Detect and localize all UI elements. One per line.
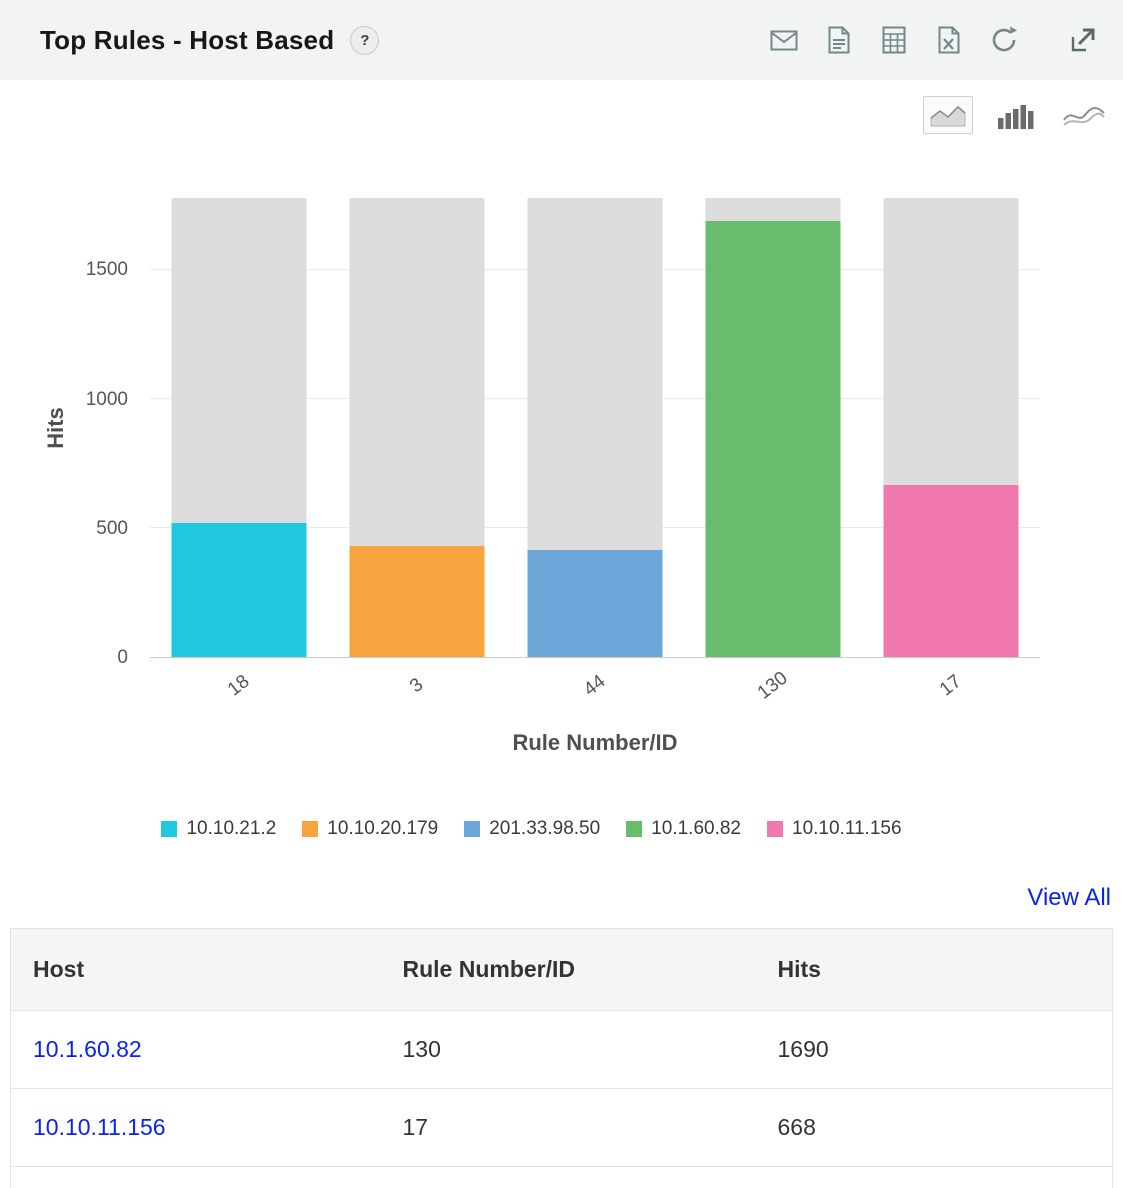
- cell-empty: [756, 1167, 1113, 1188]
- x-axis-title: Rule Number/ID: [512, 730, 678, 755]
- legend-swatch: [626, 821, 643, 837]
- x-tick-label: 3: [406, 674, 428, 698]
- bar-segment[interactable]: [527, 550, 663, 657]
- y-tick-label: 1500: [85, 259, 128, 281]
- view-all-link[interactable]: View All: [1027, 884, 1111, 911]
- bars: 18 3 44 130 17: [150, 198, 1040, 704]
- table-row: 10.1.60.82 130 1690: [10, 1010, 1113, 1089]
- hosts-table: Host Rule Number/ID Hits 10.1.60.82 130 16…: [10, 928, 1113, 1188]
- cell-empty: [381, 1167, 756, 1188]
- view-all-row: View All: [0, 864, 1123, 928]
- legend-item[interactable]: 10.10.11.156: [767, 818, 902, 840]
- help-button[interactable]: ?: [350, 25, 380, 55]
- y-axis: 0 500 1000 1500: [0, 198, 140, 668]
- area-chart-icon[interactable]: [923, 96, 973, 134]
- bar-slot: 44: [506, 198, 684, 700]
- cell-host: 10.10.11.156: [10, 1088, 381, 1167]
- plot-area: 18 3 44 130 17: [150, 198, 1040, 704]
- chart-section: Hits 0 500 1000 1500 18 3 44 130 17 Rule Number…: [0, 80, 1123, 864]
- cell-hits: 1690: [755, 1010, 1113, 1089]
- x-tick-label: 18: [223, 670, 254, 701]
- bar-slot: 18: [150, 198, 328, 700]
- col-header-hits: Hits: [755, 928, 1113, 1011]
- host-link[interactable]: 10.1.60.82: [33, 1036, 142, 1062]
- bar-chart-icon[interactable]: [993, 97, 1039, 133]
- bar-slot: 3: [328, 198, 506, 697]
- table-row: 10.10.11.156 17 668: [10, 1088, 1113, 1167]
- y-tick-label: 0: [117, 647, 128, 668]
- legend-item[interactable]: 10.10.21.2: [161, 818, 276, 840]
- cell-hits: 668: [755, 1088, 1113, 1167]
- bar-segment[interactable]: [171, 522, 307, 657]
- x-tick-label: 44: [579, 670, 610, 701]
- refresh-icon[interactable]: [988, 24, 1020, 56]
- legend-swatch: [161, 821, 178, 837]
- legend: 10.10.21.2 10.10.20.179 201.33.98.50 10.1.6…: [0, 818, 1063, 840]
- col-header-rule: Rule Number/ID: [380, 928, 756, 1011]
- chart-type-toggles: [923, 96, 1109, 134]
- legend-item[interactable]: 10.1.60.82: [626, 818, 741, 840]
- excel-icon[interactable]: [933, 24, 965, 56]
- legend-label: 10.1.60.82: [651, 818, 741, 839]
- table-header-row: Host Rule Number/ID Hits: [10, 928, 1113, 1011]
- cell-rule: 130: [380, 1010, 756, 1089]
- x-tick-label: 130: [753, 667, 792, 704]
- expand-icon[interactable]: [1067, 24, 1099, 56]
- toolbar: [768, 24, 1099, 56]
- legend-swatch: [302, 821, 319, 837]
- legend-swatch: [464, 821, 481, 837]
- legend-label: 10.10.20.179: [327, 818, 439, 839]
- bar-segment[interactable]: [883, 484, 1019, 657]
- bar-segment[interactable]: [349, 546, 485, 657]
- line-chart-icon[interactable]: [1059, 98, 1109, 132]
- legend-label: 10.10.21.2: [186, 818, 277, 839]
- pdf-icon[interactable]: [823, 24, 855, 56]
- page-title: Top Rules - Host Based: [40, 24, 335, 55]
- table-body: 10.1.60.82 130 1690 10.10.11.156 17 668: [10, 1010, 1113, 1188]
- bar-slot: 17: [862, 198, 1040, 700]
- cell-empty: [11, 1167, 381, 1188]
- y-tick-label: 500: [96, 517, 128, 539]
- legend-label: 201.33.98.50: [489, 818, 601, 839]
- csv-icon[interactable]: [878, 24, 910, 56]
- legend-label: 10.10.11.156: [792, 818, 902, 839]
- legend-item[interactable]: 201.33.98.50: [464, 818, 600, 840]
- email-icon[interactable]: [768, 24, 800, 56]
- cell-host: 10.1.60.82: [10, 1010, 381, 1089]
- col-header-host: Host: [10, 928, 381, 1011]
- bar-slot: 130: [684, 198, 862, 704]
- y-tick-label: 1000: [85, 388, 128, 410]
- table-row-partial: [11, 1167, 1113, 1188]
- legend-item[interactable]: 10.10.20.179: [302, 818, 438, 840]
- bar-segment[interactable]: [705, 221, 841, 657]
- x-tick-label: 17: [935, 670, 966, 701]
- cell-rule: 17: [380, 1088, 756, 1167]
- host-link[interactable]: 10.10.11.156: [33, 1114, 166, 1140]
- widget-header: Top Rules - Host Based ?: [0, 0, 1123, 80]
- legend-swatch: [767, 821, 783, 837]
